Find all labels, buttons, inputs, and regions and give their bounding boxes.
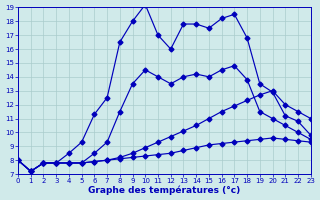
- X-axis label: Graphe des températures (°c): Graphe des températures (°c): [88, 186, 241, 195]
